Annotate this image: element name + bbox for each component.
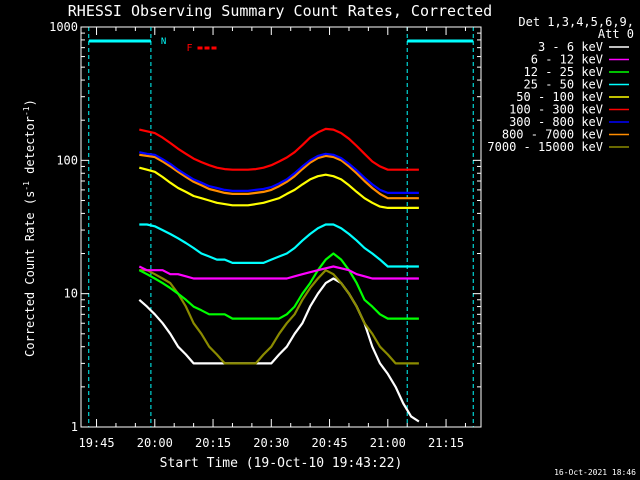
- legend-label-3: 25 - 50 keV: [524, 78, 603, 92]
- legend-label-4: 50 - 100 keV: [516, 90, 603, 104]
- x-tick-label-4: 20:45: [311, 436, 347, 450]
- series-line-5: [139, 127, 419, 171]
- y-label-exp2: -1: [22, 106, 31, 116]
- series-line-3: [139, 223, 419, 268]
- legend-label-8: 7000 - 15000 keV: [487, 140, 603, 154]
- y-axis-label: Corrected Count Rate (s-1 detector-1): [22, 99, 37, 357]
- series-layer: [138, 127, 420, 423]
- series-line-1: [138, 265, 419, 280]
- x-tick-label-1: 20:00: [137, 436, 173, 450]
- series-line-6: [139, 151, 419, 194]
- series-line-8: [139, 269, 419, 365]
- legend-label-0: 3 - 6 keV: [538, 40, 603, 54]
- y-label-mid: detector: [23, 116, 37, 181]
- y-label-main: Corrected Count Rate (s: [23, 191, 37, 357]
- legend-title: Det 1,3,4,5,6,9,: [518, 15, 634, 29]
- legend-attenuator: Att 0: [598, 27, 634, 41]
- y-tick-label-0: 1: [71, 420, 78, 434]
- legend-label-6: 300 - 800 keV: [509, 115, 603, 129]
- plot-frame: [80, 26, 482, 428]
- x-tick-label-6: 21:15: [428, 436, 464, 450]
- legend-label-1: 6 - 12 keV: [531, 53, 603, 67]
- x-tick-label-0: 19:45: [78, 436, 114, 450]
- series-line-0: [138, 277, 420, 423]
- x-tick-label-2: 20:15: [195, 436, 231, 450]
- y-tick-label-1: 10: [64, 287, 78, 301]
- flare-label: F: [186, 43, 192, 54]
- timestamp: 16-Oct-2021 18:46: [554, 468, 636, 477]
- x-tick-label-5: 21:00: [370, 436, 406, 450]
- legend-label-5: 100 - 300 keV: [509, 103, 603, 117]
- night-label: N: [161, 37, 166, 47]
- legend-label-7: 800 - 7000 keV: [502, 128, 603, 142]
- y-axis-ticks: 1 10 100 1000: [49, 20, 481, 434]
- annotations-layer: NF: [88, 27, 474, 427]
- series-line-2: [138, 252, 419, 320]
- legend-label-2: 12 - 25 keV: [524, 65, 603, 79]
- x-axis-label: Start Time (19-Oct-10 19:43:22): [160, 456, 403, 471]
- x-tick-label-3: 20:30: [253, 436, 289, 450]
- y-tick-label-2: 100: [56, 153, 78, 167]
- chart-title: RHESSI Observing Summary Count Rates, Co…: [68, 2, 492, 20]
- y-label-end: ): [23, 99, 37, 106]
- y-label-exp1: -1: [22, 181, 31, 191]
- y-tick-label-3: 1000: [49, 20, 78, 34]
- series-line-4: [139, 166, 419, 209]
- x-axis-ticks: 19:45 20:00 20:15 20:30 20:45 21:00 21:15: [78, 27, 466, 450]
- series-line-7: [139, 153, 419, 200]
